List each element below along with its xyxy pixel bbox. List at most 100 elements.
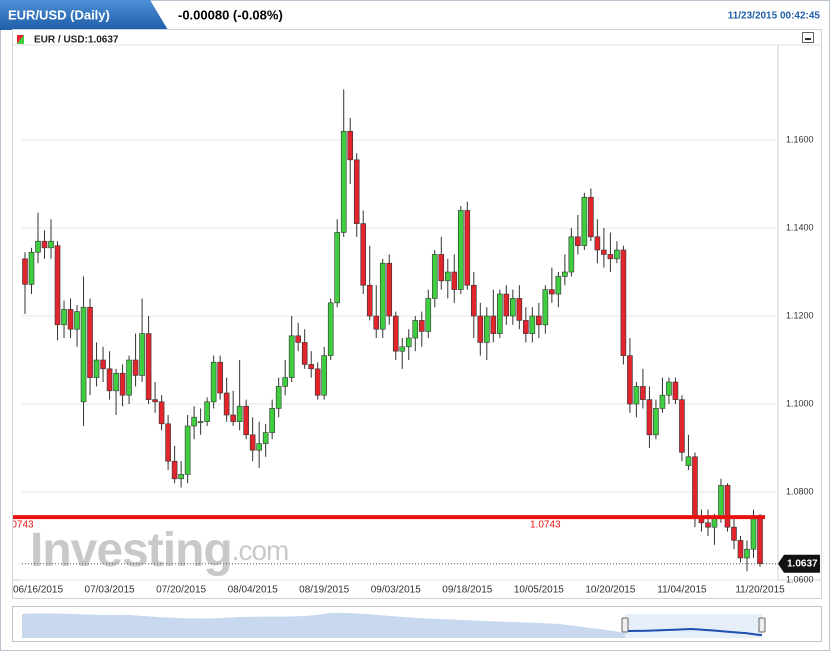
candle-body bbox=[41, 240, 48, 249]
x-tick-label: 10/20/2015 bbox=[585, 585, 635, 596]
x-tick-label: 10/05/2015 bbox=[514, 585, 564, 596]
x-tick-label: 06/16/2015 bbox=[13, 585, 63, 596]
candle-body bbox=[510, 298, 516, 317]
navigator-handle[interactable] bbox=[758, 617, 766, 633]
candle-body bbox=[132, 359, 139, 376]
candle-body bbox=[308, 364, 314, 370]
candle-body bbox=[575, 236, 581, 246]
candle-body bbox=[601, 249, 607, 255]
x-tick-label: 08/04/2015 bbox=[228, 585, 278, 596]
candle-body bbox=[757, 518, 763, 565]
navigator-handle[interactable] bbox=[621, 617, 629, 633]
candle-body bbox=[562, 271, 568, 277]
x-tick-label: 11/20/2015 bbox=[735, 585, 785, 596]
candle-body bbox=[321, 355, 328, 396]
candle-body bbox=[523, 320, 529, 334]
candle-body bbox=[750, 518, 757, 550]
candle-body bbox=[178, 474, 184, 480]
candle-body bbox=[67, 309, 74, 330]
candle-body bbox=[490, 315, 497, 334]
candle-body bbox=[659, 394, 666, 409]
candle-body bbox=[614, 249, 620, 260]
candle-body bbox=[672, 381, 679, 400]
candle-body bbox=[262, 432, 269, 444]
y-tick-label: 1.1600 bbox=[786, 134, 814, 144]
candle-body bbox=[327, 302, 334, 356]
candle-body bbox=[425, 298, 432, 332]
candle-body bbox=[503, 293, 510, 317]
candle-body bbox=[731, 526, 737, 541]
candle-body bbox=[431, 254, 438, 299]
candle-body bbox=[633, 386, 640, 405]
candle-body bbox=[74, 311, 80, 330]
candle-body bbox=[549, 289, 555, 295]
candle-body bbox=[692, 456, 698, 519]
candle-body bbox=[165, 423, 171, 462]
candle-body bbox=[464, 210, 471, 286]
candle-body bbox=[204, 401, 210, 422]
candle-body bbox=[451, 271, 458, 290]
minimize-button[interactable] bbox=[802, 32, 814, 43]
candle-body bbox=[471, 284, 477, 317]
candle-body bbox=[705, 522, 711, 528]
candle-body bbox=[171, 460, 178, 480]
candle-body bbox=[594, 236, 601, 251]
navigator-line bbox=[624, 627, 763, 636]
candle-body bbox=[438, 254, 445, 282]
candle-body bbox=[581, 196, 588, 246]
candle-body bbox=[61, 309, 67, 326]
candle-body bbox=[366, 284, 373, 317]
candle-body bbox=[269, 408, 275, 433]
candle-body bbox=[223, 392, 230, 416]
candle-body bbox=[379, 262, 386, 330]
candle-body bbox=[737, 540, 744, 559]
candle-body bbox=[640, 386, 646, 400]
navigator-area bbox=[22, 612, 625, 638]
candle-body bbox=[392, 315, 399, 352]
last-price-label: 1.0637 bbox=[787, 558, 818, 569]
horizontal-line-label: 1.0743 bbox=[3, 520, 34, 531]
candle-body bbox=[243, 405, 249, 436]
candle-body bbox=[386, 262, 393, 317]
candle-body bbox=[620, 249, 627, 356]
candle-body bbox=[418, 320, 425, 332]
candle-body bbox=[87, 306, 93, 378]
candle-body bbox=[197, 421, 204, 423]
candle-body bbox=[444, 271, 451, 282]
y-tick-label: 1.1400 bbox=[786, 222, 814, 232]
candle-body bbox=[399, 346, 406, 352]
candle-body bbox=[607, 254, 614, 260]
candle-body bbox=[340, 130, 347, 233]
x-tick-label: 11/04/2015 bbox=[657, 585, 707, 596]
candle-body bbox=[80, 306, 87, 403]
candle-body bbox=[126, 359, 132, 396]
candle-body bbox=[191, 416, 197, 427]
candle-body bbox=[275, 386, 282, 409]
watermark-text: Investing bbox=[30, 524, 232, 577]
candle-body bbox=[314, 368, 321, 396]
y-tick-label: 1.0600 bbox=[786, 574, 814, 584]
last-price-tag bbox=[778, 554, 820, 573]
candle-body bbox=[685, 456, 692, 466]
candle-body bbox=[412, 320, 419, 339]
timestamp: 11/23/2015 00:42:45 bbox=[728, 11, 821, 22]
candle-body bbox=[113, 372, 119, 392]
candle-body bbox=[236, 405, 243, 422]
instrument-label: EUR / USD:1.0637 bbox=[34, 35, 119, 46]
candle-body bbox=[536, 315, 542, 326]
candle-body bbox=[353, 159, 360, 224]
candle-body bbox=[497, 293, 503, 334]
candle-body bbox=[93, 359, 100, 378]
watermark-suffix: .com bbox=[232, 535, 289, 566]
chart-title: EUR/USD (Daily) bbox=[8, 7, 110, 22]
candle-body bbox=[718, 485, 724, 519]
candle-body bbox=[347, 130, 354, 161]
candle-body bbox=[139, 333, 145, 376]
candle-body bbox=[679, 399, 685, 453]
candle-body bbox=[100, 359, 106, 370]
candle-body bbox=[588, 196, 594, 238]
candle-body bbox=[48, 240, 54, 249]
candle-body bbox=[295, 335, 301, 343]
candle-body bbox=[334, 232, 341, 304]
